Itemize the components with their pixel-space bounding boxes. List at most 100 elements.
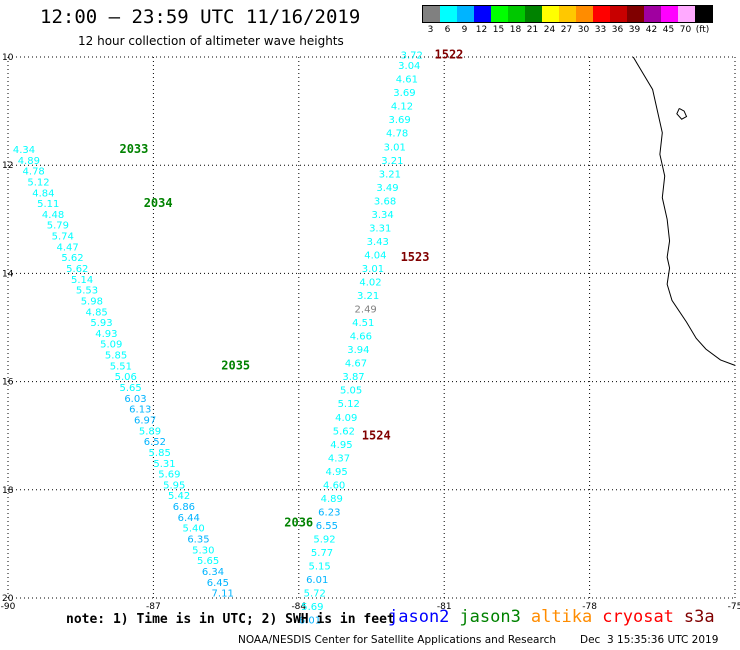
lat-tick-label: 16: [2, 378, 14, 388]
wave-height-value: 4.93: [95, 329, 117, 340]
wave-height-value: 5.12: [338, 399, 360, 410]
legend-swatch: [695, 6, 712, 22]
wave-height-value: 4.09: [335, 413, 357, 424]
satellite-jason2: jason2: [388, 607, 450, 627]
legend-swatch: [678, 6, 695, 22]
legend-label: 18: [509, 25, 522, 35]
wave-height-value: 3.94: [347, 345, 369, 356]
satellite-altika: altika: [530, 607, 593, 627]
wave-height-value: 6.97: [134, 415, 156, 426]
wave-height-value: 4.34: [13, 145, 35, 156]
lat-tick-label: 10: [2, 53, 14, 63]
wave-height-value: 5.12: [27, 177, 49, 188]
wave-height-value: 6.35: [187, 534, 209, 545]
wave-height-value: 5.53: [76, 286, 98, 297]
wave-height-value: 5.62: [66, 264, 88, 275]
legend-label: 15: [492, 25, 505, 35]
wave-height-value: 5.74: [52, 232, 74, 243]
lat-tick-label: 12: [2, 161, 13, 171]
legend-label: 45: [662, 25, 675, 35]
wave-height-value: 4.85: [86, 307, 108, 318]
lat-tick-label: 20: [2, 594, 14, 604]
wave-height-value: 5.42: [168, 491, 190, 502]
legend-label: 36: [611, 25, 624, 35]
lon-tick-label: -81: [437, 602, 452, 612]
wave-height-value: 3.49: [376, 183, 398, 194]
wave-height-value: 5.11: [37, 199, 59, 210]
wave-height-value: 5.14: [71, 275, 93, 286]
wave-height-value: 5.92: [313, 534, 335, 545]
units-note: note: 1) Time is in UTC; 2) SWH is in fe…: [66, 612, 395, 627]
wave-height-value: 4.12: [391, 102, 413, 113]
wave-height-value: 4.04: [364, 250, 386, 261]
wave-height-value: 5.98: [81, 296, 103, 307]
wave-height-value: 3.87: [342, 372, 364, 383]
lon-tick-label: -87: [146, 602, 161, 612]
wave-height-value: 4.48: [42, 210, 64, 221]
axis-labels: 10 12 14 16 18 20-90 -87 -84 -81 -78 -75: [1, 53, 740, 612]
pass-time-label: 1524: [362, 429, 391, 443]
legend-labels: 3 6 9 12 15 18 21 24 27 30 33 36 39 42 45 70 (ft): [422, 25, 713, 35]
color-legend: 3 6 9 12 15 18 21 24 27 30 33 36 39 42 45 70 (ft): [422, 5, 713, 35]
legend-swatch: [610, 6, 627, 22]
wave-height-value: 2.49: [355, 305, 377, 316]
wave-height-value: 6.34: [202, 567, 224, 578]
pass-time-label: 2036: [284, 515, 313, 529]
lat-tick-label: 18: [2, 486, 14, 496]
wave-height-value: 3.01: [384, 142, 406, 153]
legend-label: 27: [560, 25, 573, 35]
wave-height-value: 5.79: [47, 221, 69, 232]
lon-tick-label: -78: [582, 602, 597, 612]
wave-height-value: 4.89: [321, 494, 343, 505]
wave-height-value: 4.66: [350, 332, 372, 343]
wave-height-value: 4.78: [386, 129, 408, 140]
wave-height-value: 4.37: [328, 453, 350, 464]
legend-swatch: [593, 6, 610, 22]
satellite-s3a: s3a: [683, 607, 715, 627]
legend-label: 12: [475, 25, 488, 35]
wave-height-value: 4.61: [396, 75, 418, 86]
wave-height-value: 6.44: [178, 513, 200, 524]
lon-tick-label: -90: [1, 602, 16, 612]
legend-swatch: [576, 6, 593, 22]
wave-height-value: 5.89: [139, 426, 161, 437]
wave-height-value: 3.68: [374, 196, 396, 207]
coastline-path: [632, 56, 736, 366]
pass-time-labels: 2033 2034 2035 2036 1522 1523 1524: [119, 47, 463, 529]
wave-height-value: 7.11: [212, 589, 234, 600]
credit-text: NOAA/NESDIS Center for Satellite Applica…: [238, 634, 556, 646]
lon-tick-label: -84: [291, 602, 306, 612]
wave-height-value: 6.01: [306, 575, 328, 586]
legend-swatch: [474, 6, 491, 22]
wave-height-value: 4.84: [32, 188, 54, 199]
legend-label: 24: [543, 25, 556, 35]
legend-label: 42: [645, 25, 658, 35]
wave-height-value: 4.95: [325, 467, 347, 478]
wave-height-value: 5.95: [163, 480, 185, 491]
page-title: 12:00 — 23:59 UTC 11/16/2019: [40, 6, 361, 28]
wave-height-value: 6.45: [207, 578, 229, 589]
wave-height-value: 6.55: [316, 521, 338, 532]
legend-label: 70: [679, 25, 692, 35]
wave-height-value: 5.65: [197, 556, 219, 567]
legend-swatch: [559, 6, 576, 22]
pass-time-label: 2033: [119, 142, 148, 156]
legend-label: 21: [526, 25, 539, 35]
wave-height-value: 4.78: [23, 167, 45, 178]
wave-height-value: 5.72: [304, 589, 326, 600]
wave-height-value: 4.47: [56, 242, 78, 253]
wave-height-value: 6.13: [129, 405, 151, 416]
wave-height-value: 5.93: [90, 318, 112, 329]
wave-height-value: 3.34: [372, 210, 394, 221]
wave-height-points: 4.344.894.785.124.845.114.485.795.744.47…: [13, 50, 423, 626]
satellite-jason3: jason3: [459, 607, 521, 627]
page-subtitle: 12 hour collection of altimeter wave hei…: [78, 34, 344, 48]
wave-height-value: 3.31: [369, 223, 391, 234]
wave-height-value: 5.30: [192, 545, 214, 556]
legend-swatch: [491, 6, 508, 22]
generated-timestamp: Dec 3 15:35:36 UTC 2019: [580, 634, 719, 646]
wave-height-value: 3.43: [367, 237, 389, 248]
legend-swatch: [457, 6, 474, 22]
wave-height-value: 5.05: [340, 386, 362, 397]
legend-swatch: [644, 6, 661, 22]
